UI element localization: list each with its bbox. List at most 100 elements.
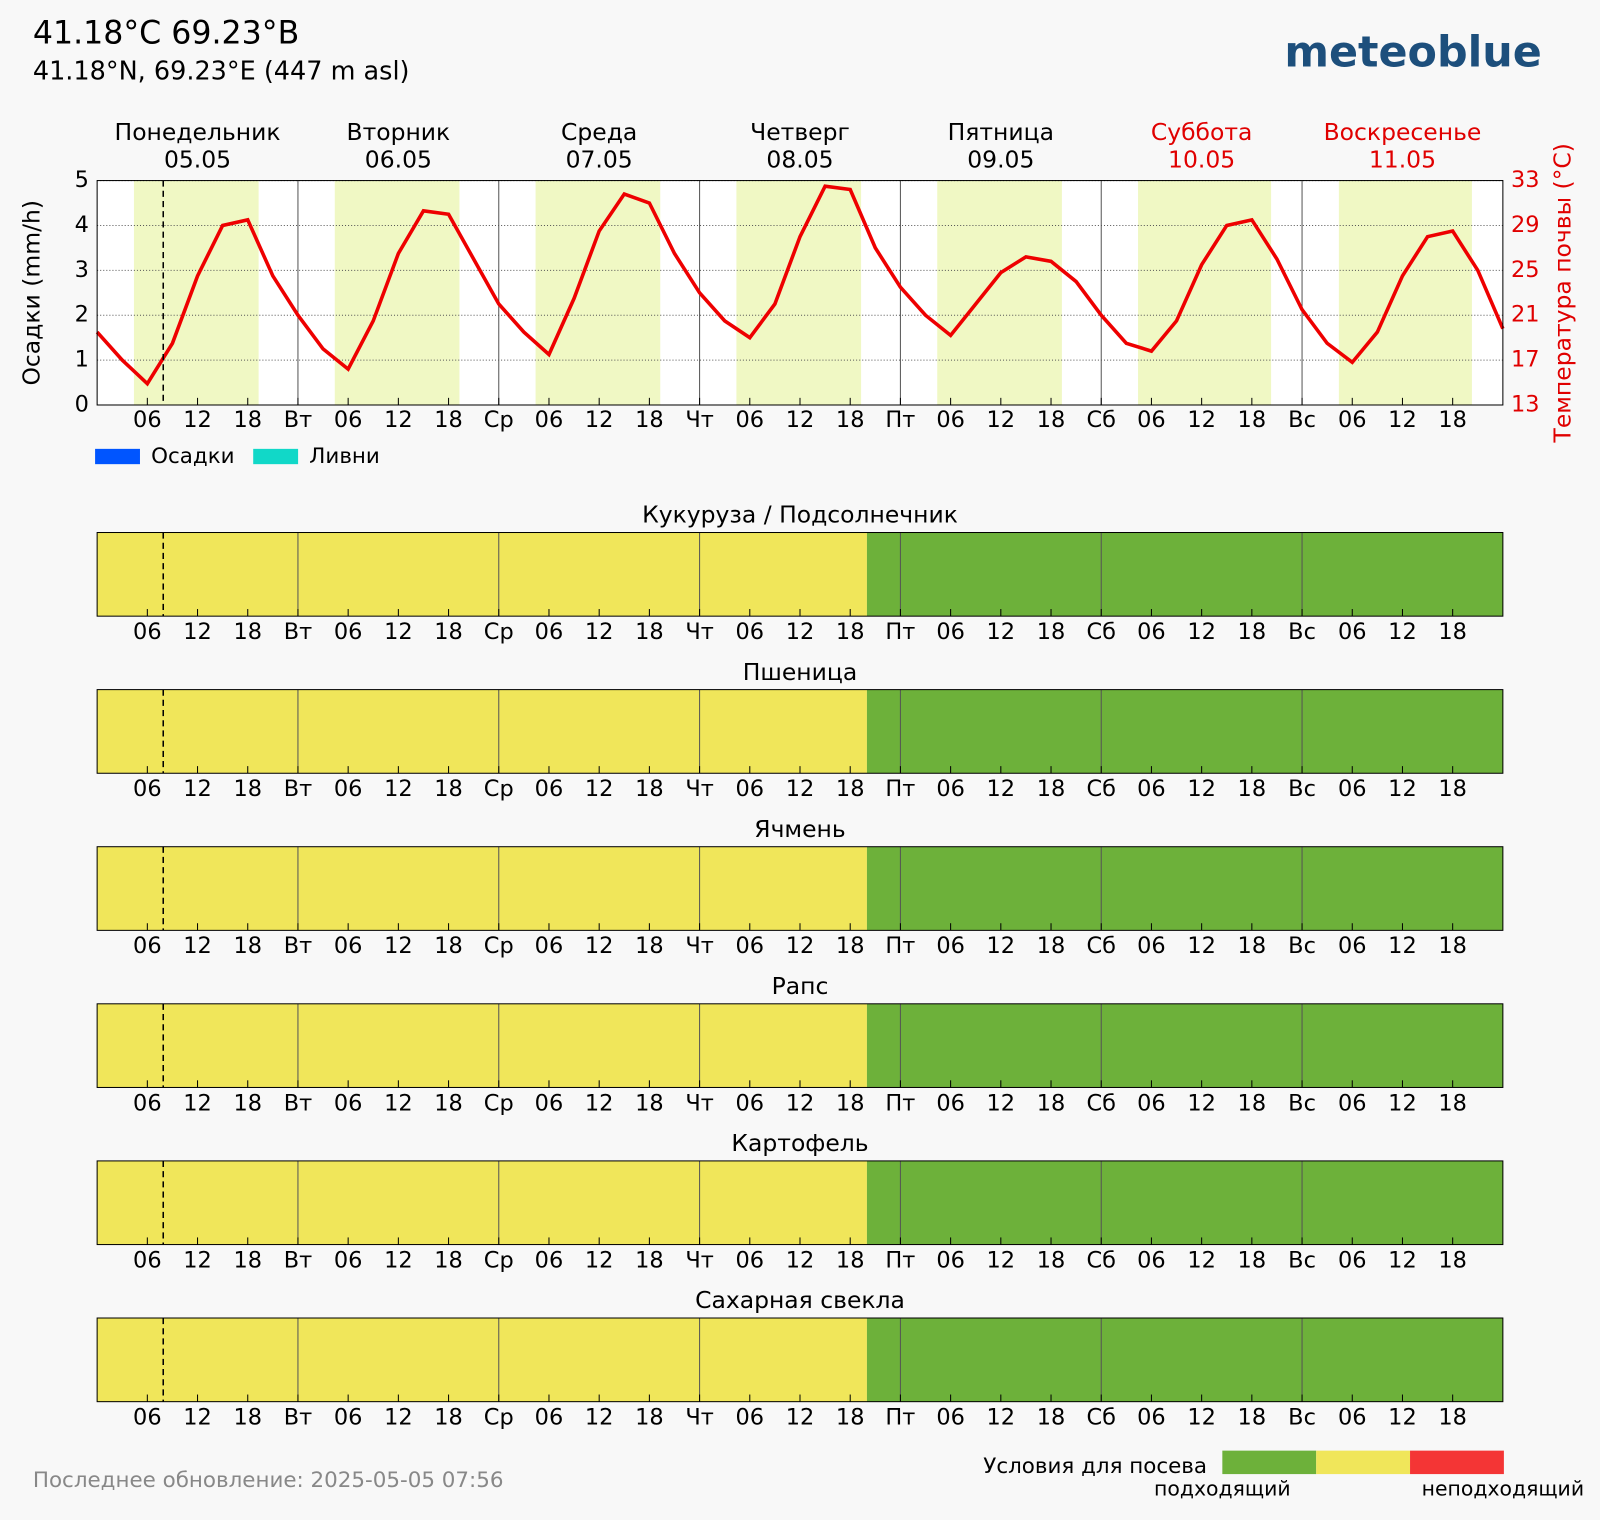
sowing-segment — [866, 689, 1503, 774]
x-tick-label: 12 — [1388, 619, 1417, 645]
x-tick-label: 12 — [786, 407, 815, 433]
x-tick-label: 18 — [233, 619, 262, 645]
x-tick-label: 12 — [987, 407, 1016, 433]
x-tick-label: 12 — [585, 933, 614, 959]
x-tick-label: 06 — [334, 407, 363, 433]
x-tick-label: 18 — [1438, 933, 1467, 959]
x-tick-label: 12 — [384, 933, 413, 959]
x-tick-label: Пт — [885, 776, 915, 802]
x-tick-label: Чт — [685, 933, 713, 959]
x-tick-label: Вс — [1288, 933, 1316, 959]
day-date: 06.05 — [365, 146, 432, 174]
day-name: Воскресенье — [1324, 118, 1482, 146]
day-name: Среда — [561, 118, 637, 146]
x-tick-label: 18 — [635, 1404, 664, 1430]
x-tick-label: 06 — [133, 619, 162, 645]
x-tick-label: 06 — [133, 776, 162, 802]
x-tick-label: 18 — [1037, 1090, 1066, 1116]
x-tick-label: 06 — [1338, 407, 1367, 433]
sowing-segment — [866, 846, 1503, 931]
x-tick-label: 12 — [1187, 619, 1216, 645]
x-tick-label: 12 — [1388, 776, 1417, 802]
panel-title: Картофель — [731, 1129, 868, 1157]
sowing-segment — [97, 689, 867, 774]
x-tick-label: 06 — [133, 407, 162, 433]
x-tick-label: Пт — [885, 933, 915, 959]
x-tick-label: Сб — [1086, 1090, 1116, 1116]
x-tick-label: 06 — [936, 933, 965, 959]
x-tick-label: 12 — [183, 619, 212, 645]
x-tick-label: Сб — [1086, 1404, 1116, 1430]
x-tick-label: 12 — [786, 619, 815, 645]
x-tick-label: 12 — [384, 1404, 413, 1430]
x-tick-label: 18 — [836, 776, 865, 802]
x-tick-label: 12 — [987, 1404, 1016, 1430]
panel-title: Сахарная свекла — [695, 1286, 905, 1314]
x-tick-label: 06 — [936, 1404, 965, 1430]
x-tick-label: 18 — [1037, 1247, 1066, 1273]
x-tick-label: 18 — [233, 1404, 262, 1430]
x-tick-label: 06 — [535, 407, 564, 433]
x-tick-label: 12 — [183, 1404, 212, 1430]
x-tick-label: 18 — [836, 933, 865, 959]
x-tick-label: 18 — [434, 776, 463, 802]
x-tick-label: Вт — [284, 933, 312, 959]
x-tick-label: Ср — [484, 776, 514, 802]
x-tick-label: Вс — [1288, 1247, 1316, 1273]
x-tick-label: 06 — [736, 776, 765, 802]
x-tick-label: 12 — [585, 1090, 614, 1116]
x-tick-label: 12 — [585, 1404, 614, 1430]
daylight — [334, 180, 460, 405]
x-tick-label: 18 — [635, 933, 664, 959]
x-tick-label: 12 — [1187, 407, 1216, 433]
x-tick-label: 06 — [1137, 776, 1166, 802]
x-tick-label: 06 — [133, 1090, 162, 1116]
y2-tick-label: 21 — [1511, 302, 1540, 328]
sowing-legend-label: неподходящий — [1422, 1476, 1584, 1500]
x-tick-label: 12 — [1388, 407, 1417, 433]
x-tick-label: 18 — [1037, 933, 1066, 959]
x-tick-label: 12 — [183, 407, 212, 433]
y2-tick-label: 13 — [1511, 391, 1540, 417]
x-tick-label: Сб — [1086, 933, 1116, 959]
x-tick-label: 12 — [585, 776, 614, 802]
x-tick-label: Пт — [885, 1247, 915, 1273]
x-tick-label: 12 — [585, 1247, 614, 1273]
x-tick-label: 12 — [183, 933, 212, 959]
x-tick-label: 18 — [1238, 407, 1267, 433]
x-tick-label: 06 — [133, 1404, 162, 1430]
day-name: Суббота — [1151, 118, 1253, 146]
x-tick-label: 12 — [183, 1247, 212, 1273]
x-tick-label: 12 — [786, 1404, 815, 1430]
x-tick-label: 12 — [987, 933, 1016, 959]
x-tick-label: 12 — [585, 407, 614, 433]
legend-label: Ливни — [309, 444, 380, 469]
x-tick-label: Сб — [1086, 776, 1116, 802]
x-tick-label: 06 — [1137, 407, 1166, 433]
panel-title: Кукуруза / Подсолнечник — [642, 501, 958, 529]
x-tick-label: 06 — [535, 1090, 564, 1116]
x-tick-label: 12 — [384, 407, 413, 433]
panel-title: Ячмень — [754, 815, 845, 843]
plot-frame — [96, 180, 1504, 406]
x-tick-label: 18 — [434, 619, 463, 645]
x-tick-label: Вт — [284, 1404, 312, 1430]
x-tick-label: 18 — [635, 1247, 664, 1273]
x-tick-label: Ср — [484, 1404, 514, 1430]
x-tick-label: 12 — [384, 776, 413, 802]
x-tick-label: Чт — [685, 619, 713, 645]
x-tick-label: 06 — [736, 933, 765, 959]
y-tick-label: 0 — [75, 391, 89, 417]
x-tick-label: 06 — [736, 1247, 765, 1273]
x-tick-label: Пт — [885, 619, 915, 645]
y2-tick-label: 33 — [1511, 167, 1540, 193]
x-tick-label: 06 — [1137, 933, 1166, 959]
x-tick-label: 18 — [1238, 1090, 1267, 1116]
x-tick-label: 12 — [1187, 1404, 1216, 1430]
x-tick-label: 12 — [1388, 1404, 1417, 1430]
x-tick-label: 18 — [233, 407, 262, 433]
day-name: Четверг — [750, 118, 850, 146]
x-tick-label: 18 — [836, 407, 865, 433]
x-tick-label: 06 — [334, 1247, 363, 1273]
x-tick-label: Ср — [484, 1247, 514, 1273]
